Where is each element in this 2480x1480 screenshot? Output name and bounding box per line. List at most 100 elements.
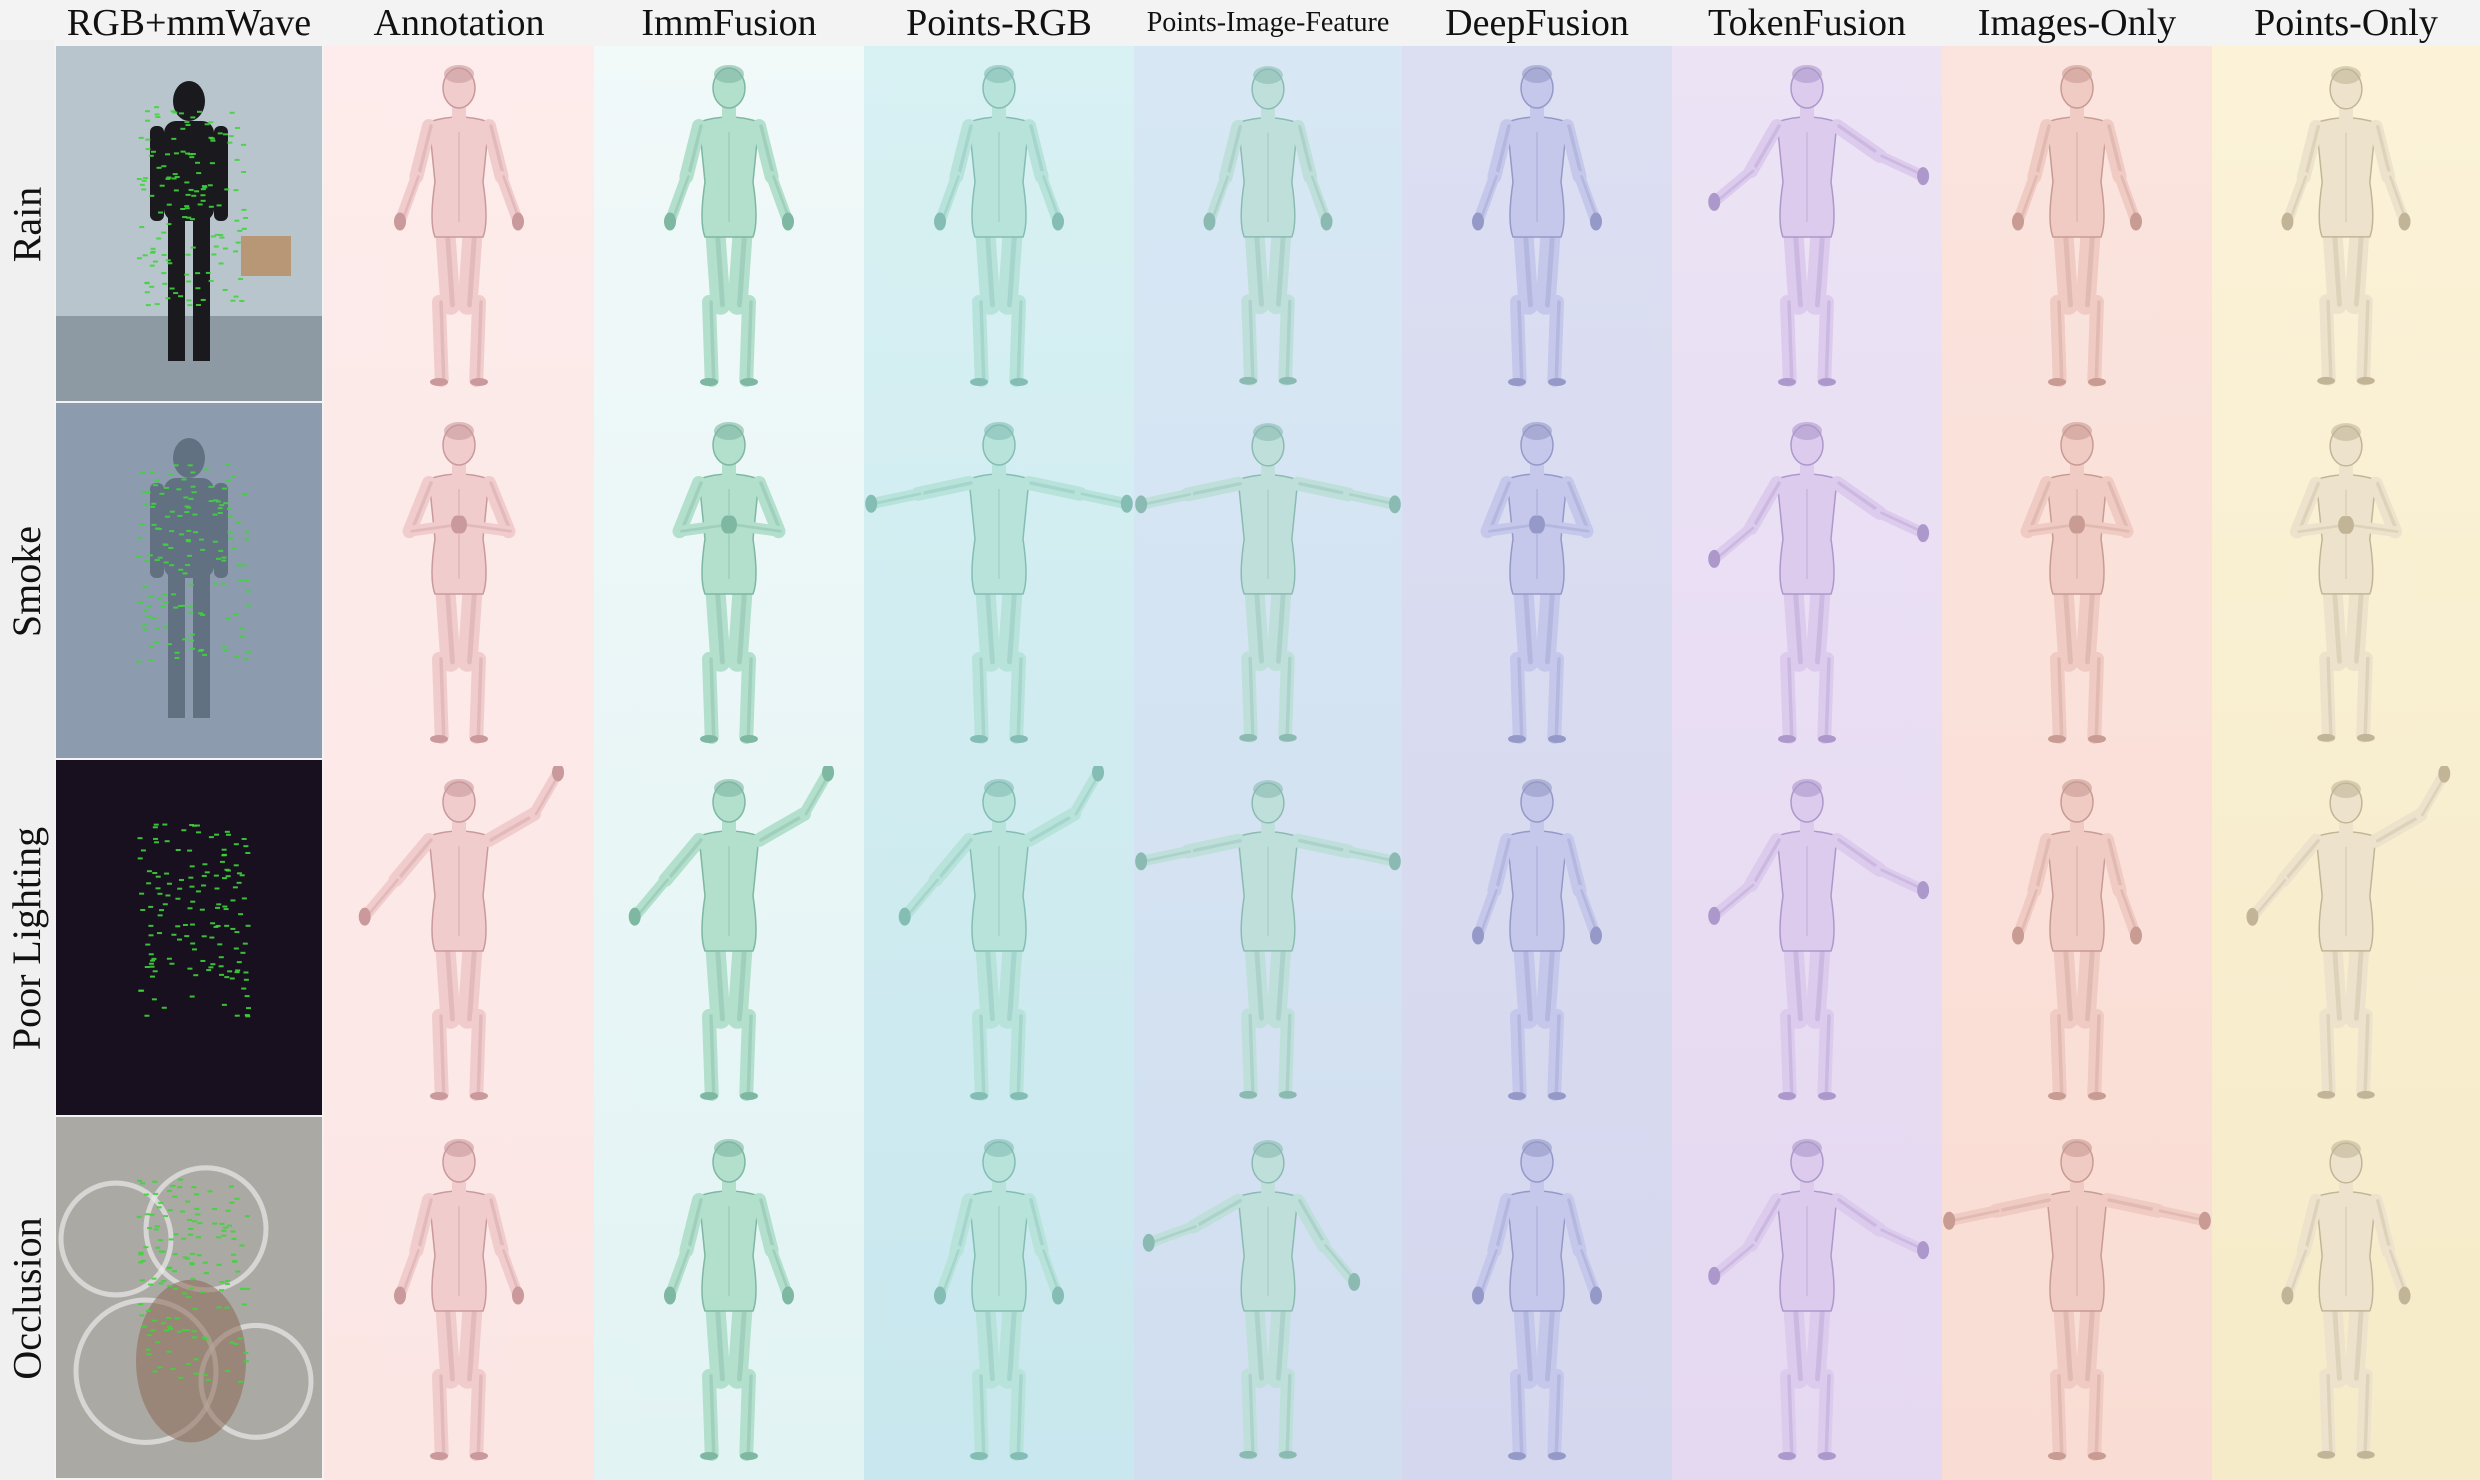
body-mesh-smoke [865,422,1133,744]
mesh-svg [2289,423,2403,743]
row-label-strip [0,40,54,1480]
mesh-svg [2246,766,2451,1100]
mesh-slot-poor-lighting [2212,766,2480,1111]
photo-svg [56,403,322,758]
mesh-svg [934,1139,1064,1461]
mesh-slot-occlusion [324,1123,594,1474]
body-mesh-smoke [1480,422,1594,744]
sensor-photo-rain [56,46,322,401]
body-mesh-occlusion [1472,1139,1602,1461]
column-title: ImmFusion [641,2,817,44]
mesh-slot-occlusion [1402,1123,1672,1474]
body-mesh-smoke [402,422,516,744]
mesh-svg [2012,65,2142,387]
mesh-svg [1472,65,1602,387]
body-mesh-poor-lighting [898,766,1105,1101]
person-silhouette [150,438,228,718]
body-mesh-occlusion [1943,1139,2211,1461]
mesh-slot-smoke [1134,409,1402,754]
column-images-only: Images-Only [1942,0,2212,1480]
mesh-slot-rain [1402,52,1672,397]
body-mesh-rain [2281,66,2411,386]
mesh-slot-rain [594,52,864,397]
sensor-photo-poor-lighting [56,760,322,1115]
mesh-svg [1708,1139,1930,1461]
mesh-svg [2281,66,2411,386]
mesh-slot-rain [1942,52,2212,397]
column-rgb-mmwave: RGB+mmWave [54,0,324,1480]
photo-svg [56,760,322,1115]
sensor-photo-smoke [56,403,322,758]
mesh-svg [1708,779,1930,1101]
mesh-slot-smoke [864,409,1134,754]
body-mesh-smoke [1135,423,1401,743]
mesh-svg [1480,422,1594,744]
column-points-only: Points-Only [2212,0,2480,1480]
body-mesh-poor-lighting [1708,779,1930,1101]
column-annotation: Annotation [324,0,594,1480]
body-mesh-rain [1472,65,1602,387]
mesh-svg [2012,779,2142,1101]
person-blur [136,1279,246,1443]
column-title: Points-Only [2254,2,2438,44]
body-mesh-poor-lighting [1135,780,1401,1100]
column-immfusion: ImmFusion [594,0,864,1480]
row-label-poor-lighting: Poor Lighting [4,826,50,1051]
mesh-slot-poor-lighting [864,766,1134,1111]
mesh-slot-smoke [594,409,864,754]
mesh-svg [1472,1139,1602,1461]
column-title: Annotation [373,2,545,44]
column-title: Points-Image-Feature [1146,7,1390,38]
body-mesh-smoke [2289,423,2403,743]
mesh-svg [1708,65,1930,387]
body-mesh-occlusion [934,1139,1064,1461]
mesh-svg [1135,423,1401,743]
mmwave-points [137,823,251,1018]
mmwave-points [136,1178,251,1383]
sensor-photo-occlusion [56,1117,322,1478]
mesh-slot-smoke [1402,409,1672,754]
row-label-rain: Rain [4,186,50,263]
mesh-slot-occlusion [1942,1123,2212,1474]
mesh-slot-occlusion [594,1123,864,1474]
photo-svg [56,46,322,401]
mesh-slot-occlusion [2212,1123,2480,1474]
body-mesh-occlusion [394,1139,524,1461]
photo-background [56,760,322,1115]
mesh-svg [1943,1139,2211,1461]
column-title: Images-Only [1977,2,2177,44]
body-mesh-poor-lighting [1472,779,1602,1101]
mesh-svg [934,65,1064,387]
box [241,236,291,276]
floor [56,316,322,401]
body-mesh-rain [934,65,1064,387]
mesh-svg [358,766,565,1101]
column-title: Points-RGB [906,2,1092,44]
mesh-slot-rain [324,52,594,397]
body-mesh-occlusion [1708,1139,1930,1461]
mesh-slot-poor-lighting [1134,766,1402,1111]
column-title: DeepFusion [1445,2,1629,44]
body-mesh-poor-lighting [2246,766,2451,1100]
mesh-slot-occlusion [864,1123,1134,1474]
mesh-slot-smoke [1942,409,2212,754]
body-mesh-smoke [1708,422,1930,744]
mmwave-points [136,106,249,307]
mmwave-points [136,463,251,663]
mesh-slot-rain [1134,52,1402,397]
body-mesh-occlusion [1142,1140,1361,1460]
body-mesh-occlusion [2281,1140,2411,1460]
mesh-slot-occlusion [1672,1123,1942,1474]
mesh-slot-poor-lighting [1402,766,1672,1111]
mesh-svg [1142,1140,1361,1460]
mesh-slot-occlusion [1134,1123,1402,1474]
body-mesh-poor-lighting [628,766,835,1101]
body-mesh-rain [394,65,524,387]
body-mesh-rain [664,65,794,387]
mesh-svg [394,65,524,387]
person-silhouette [150,81,228,361]
mesh-slot-rain [1672,52,1942,397]
mesh-svg [1135,780,1401,1100]
row-label-occlusion: Occlusion [4,1217,50,1380]
